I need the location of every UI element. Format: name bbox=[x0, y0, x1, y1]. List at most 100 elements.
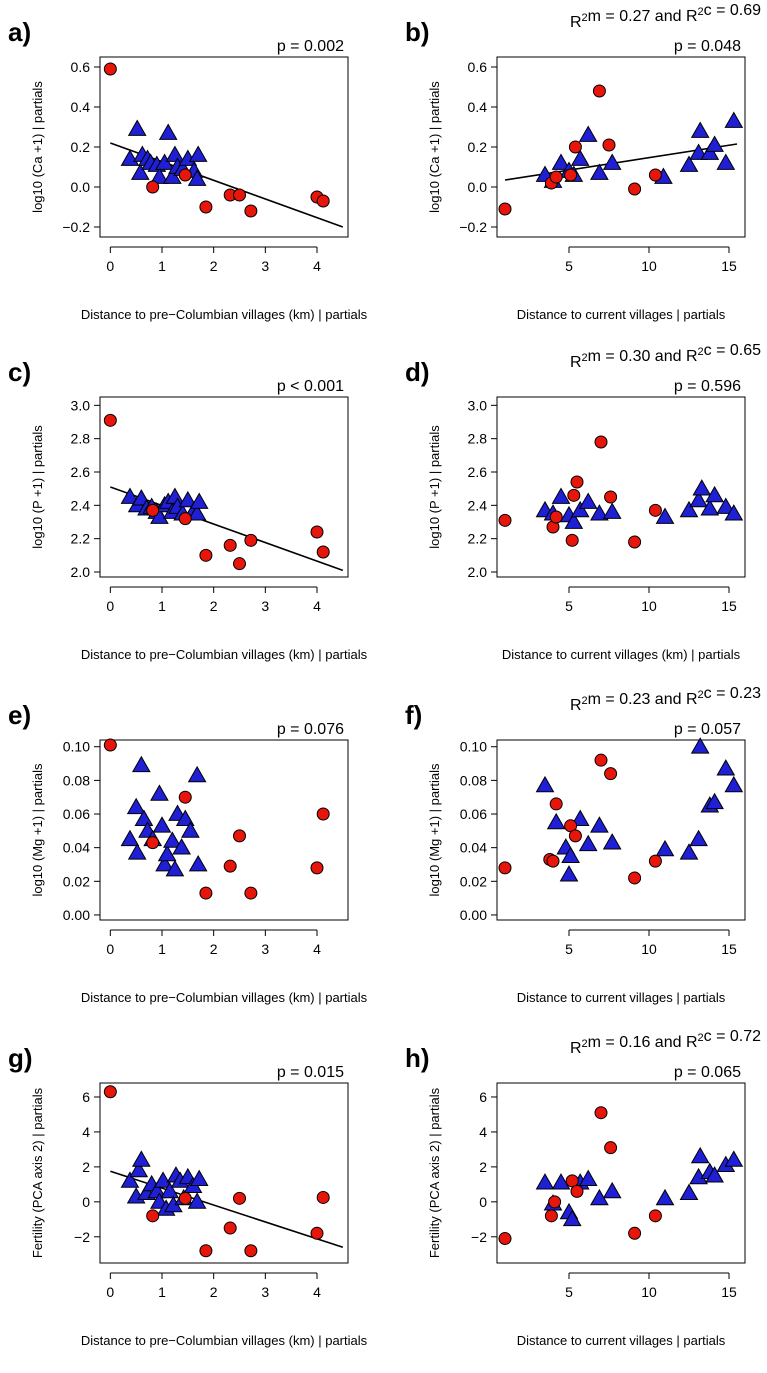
x-tick-label: 2 bbox=[210, 941, 218, 957]
x-tick-label: 2 bbox=[210, 258, 218, 274]
r2-text-part: m = 0.16 and R bbox=[588, 1034, 698, 1051]
data-point-circle bbox=[178, 168, 192, 182]
y-tick-label: 3.0 bbox=[468, 397, 488, 413]
data-point-triangle bbox=[705, 1166, 724, 1183]
y-tick-label: 2.4 bbox=[71, 497, 91, 513]
data-point-triangle bbox=[157, 844, 177, 862]
data-point-circle bbox=[178, 512, 192, 526]
r2-superscript: 2 bbox=[582, 12, 588, 24]
data-point-triangle bbox=[700, 143, 720, 160]
y-tick-label: 0 bbox=[479, 1194, 487, 1210]
x-tick-label: 1 bbox=[158, 941, 166, 957]
data-point-triangle bbox=[561, 846, 580, 863]
x-tick-label: 1 bbox=[158, 598, 166, 614]
data-point-triangle bbox=[162, 167, 182, 184]
data-point-triangle bbox=[705, 485, 724, 503]
data-point-circle bbox=[570, 475, 584, 489]
data-point-circle bbox=[565, 1174, 579, 1188]
y-tick-label: 0.2 bbox=[71, 139, 91, 155]
y-axis-title: log10 (Mg +1) | partials bbox=[30, 763, 45, 897]
y-axis-title: Fertility (PCA axis 2) | partials bbox=[427, 1087, 442, 1258]
y-tick-label: −2 bbox=[471, 1229, 487, 1245]
data-point-circle bbox=[549, 797, 563, 811]
y-axis-title: log10 (Ca +1) | partials bbox=[427, 81, 442, 213]
r2-superscript: 2 bbox=[698, 689, 704, 701]
data-point-triangle bbox=[602, 833, 622, 850]
r2-superscript: 2 bbox=[582, 695, 588, 707]
x-tick-label: 1 bbox=[158, 1284, 166, 1300]
x-tick-label: 10 bbox=[641, 258, 657, 274]
data-point-triangle bbox=[602, 502, 622, 519]
y-tick-label: 0.6 bbox=[468, 59, 488, 75]
x-axis-title: Distance to pre−Columbian villages (km) … bbox=[81, 1333, 368, 1348]
plot-frame bbox=[99, 56, 349, 238]
data-point-triangle bbox=[189, 492, 209, 509]
data-point-circle bbox=[233, 829, 246, 843]
r2-superscript: 2 bbox=[698, 346, 704, 358]
panel-c: c) p < 0.001 2.0 2.2 2.4 2.6 2.8 3.0 0 1 2 3 4 Distan… bbox=[8, 357, 368, 662]
y-axis-title: log10 (P +1) | partials bbox=[30, 425, 45, 549]
data-point-circle bbox=[498, 513, 512, 527]
data-point-circle bbox=[178, 790, 192, 804]
data-point-circle bbox=[223, 538, 237, 552]
data-point-circle bbox=[233, 188, 246, 202]
data-point-circle bbox=[544, 1209, 558, 1223]
data-point-triangle bbox=[716, 153, 736, 170]
y-tick-label: 2 bbox=[82, 1159, 90, 1175]
data-point-triangle bbox=[570, 500, 590, 518]
data-point-triangle bbox=[590, 163, 609, 180]
x-tick-label: 4 bbox=[313, 941, 321, 957]
y-tick-label: 2.0 bbox=[468, 564, 488, 580]
data-point-triangle bbox=[127, 119, 147, 136]
data-point-triangle bbox=[655, 839, 675, 857]
data-point-circle bbox=[628, 182, 642, 196]
data-point-circle bbox=[648, 1209, 662, 1223]
x-tick-label: 3 bbox=[261, 258, 269, 274]
data-point-triangle bbox=[724, 1150, 744, 1167]
x-tick-label: 10 bbox=[641, 941, 657, 957]
data-point-triangle bbox=[535, 775, 555, 793]
data-point-triangle bbox=[546, 812, 566, 830]
data-point-triangle bbox=[690, 121, 710, 138]
y-tick-label: 0.0 bbox=[71, 179, 91, 195]
data-point-circle bbox=[568, 829, 582, 843]
data-point-triangle bbox=[578, 125, 598, 142]
data-point-circle bbox=[498, 861, 512, 875]
y-tick-label: 0.04 bbox=[460, 840, 487, 856]
data-point-triangle bbox=[551, 487, 571, 504]
data-point-triangle bbox=[134, 809, 154, 826]
r2-superscript: 2 bbox=[582, 1038, 588, 1050]
data-point-triangle bbox=[679, 1183, 699, 1200]
y-tick-label: 0 bbox=[82, 1194, 90, 1210]
r2-label: R2m = 0.16 and R2c = 0.72 bbox=[570, 1028, 761, 1057]
data-point-circle bbox=[567, 488, 581, 502]
data-point-triangle bbox=[172, 838, 191, 855]
data-point-circle bbox=[103, 62, 117, 76]
data-point-triangle bbox=[165, 145, 185, 162]
x-axis-title: Distance to pre−Columbian villages (km) … bbox=[81, 647, 368, 662]
data-point-triangle bbox=[602, 153, 622, 170]
data-point-triangle bbox=[131, 1150, 151, 1167]
data-point-triangle bbox=[152, 816, 172, 833]
x-tick-label: 3 bbox=[261, 1284, 269, 1300]
r2-text-part: c = 0.69 bbox=[704, 2, 761, 19]
data-point-circle bbox=[594, 1106, 608, 1120]
y-tick-label: 0.00 bbox=[460, 907, 487, 923]
data-point-circle bbox=[244, 533, 258, 547]
data-point-circle bbox=[602, 138, 616, 152]
x-tick-label: 4 bbox=[313, 598, 321, 614]
data-point-circle bbox=[223, 859, 237, 873]
data-point-circle bbox=[546, 854, 560, 868]
y-tick-label: 0.10 bbox=[460, 739, 487, 755]
x-tick-label: 1 bbox=[158, 258, 166, 274]
data-point-triangle bbox=[165, 860, 185, 877]
r2-superscript: 2 bbox=[582, 352, 588, 364]
x-axis-title: Distance to pre−Columbian villages (km) … bbox=[81, 990, 368, 1005]
data-point-triangle bbox=[187, 169, 207, 186]
data-point-triangle bbox=[570, 809, 590, 826]
r2-text-part: c = 0.65 bbox=[704, 342, 761, 359]
data-point-circle bbox=[146, 180, 160, 194]
